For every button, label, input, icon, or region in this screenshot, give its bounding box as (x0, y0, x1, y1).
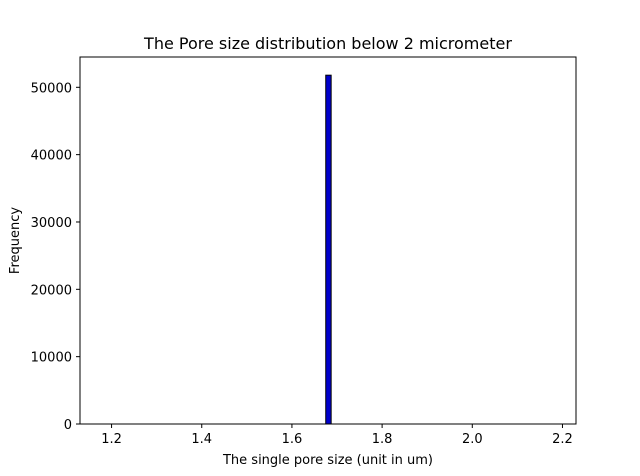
y-axis-label: Frequency (8, 207, 23, 274)
chart-title: The Pore size distribution below 2 micro… (143, 34, 512, 53)
y-tick-label: 30000 (31, 216, 72, 231)
bar (325, 74, 332, 425)
x-tick-label: 2.0 (462, 432, 483, 447)
y-tick-label: 50000 (31, 81, 72, 96)
x-axis: 1.2 1.4 1.6 1.8 2.0 2.2 (101, 424, 573, 447)
bars-layer (325, 74, 332, 425)
x-tick-label: 2.2 (552, 432, 573, 447)
y-axis: 0 10000 20000 30000 40000 50000 (31, 81, 80, 433)
x-tick-label: 1.8 (372, 432, 393, 447)
y-tick-label: 0 (64, 418, 72, 433)
x-tick-label: 1.6 (282, 432, 303, 447)
y-tick-label: 20000 (31, 283, 72, 298)
x-tick-label: 1.4 (191, 432, 212, 447)
plot-frame (79, 56, 577, 425)
y-tick-label: 10000 (31, 351, 72, 366)
y-tick-label: 40000 (31, 149, 72, 164)
x-axis-label: The single pore size (unit in um) (222, 453, 433, 468)
x-tick-label: 1.2 (101, 432, 122, 447)
